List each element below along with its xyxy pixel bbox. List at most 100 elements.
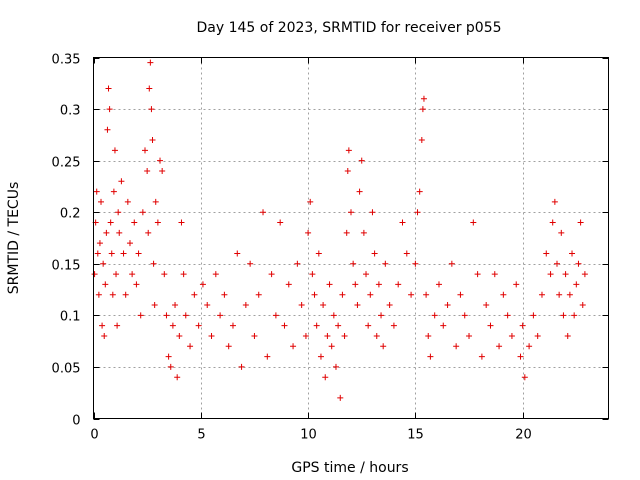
data-point — [180, 271, 187, 278]
data-point — [373, 332, 380, 339]
data-point — [403, 250, 410, 257]
y-tick-label: 0.25 — [52, 156, 81, 171]
grid-lines — [93, 57, 609, 419]
data-point — [94, 250, 101, 257]
data-point — [412, 260, 419, 267]
data-point — [427, 353, 434, 360]
data-point — [470, 219, 477, 226]
y-tick-label: 0.15 — [52, 259, 81, 274]
y-axis-label: SRMTID / TECUs — [6, 182, 22, 295]
data-point — [307, 198, 314, 205]
data-point — [337, 394, 344, 401]
data-point — [137, 312, 144, 319]
data-point — [375, 281, 382, 288]
data-point — [461, 312, 468, 319]
data-point — [581, 271, 588, 278]
data-point — [104, 126, 111, 133]
data-point — [448, 260, 455, 267]
x-tick-label: 20 — [515, 428, 532, 443]
data-point — [95, 291, 102, 298]
data-point — [352, 281, 359, 288]
data-point — [551, 198, 558, 205]
data-point — [363, 271, 370, 278]
data-point — [313, 322, 320, 329]
y-tick-label: 0.2 — [60, 207, 81, 222]
data-point — [147, 59, 154, 66]
data-point — [466, 332, 473, 339]
data-point — [225, 343, 232, 350]
data-point — [571, 312, 578, 319]
data-point — [187, 343, 194, 350]
data-point — [285, 281, 292, 288]
y-tick-label: 0.05 — [52, 362, 81, 377]
data-point — [320, 302, 327, 309]
data-point — [386, 302, 393, 309]
data-point — [217, 312, 224, 319]
data-point — [566, 291, 573, 298]
data-point — [478, 353, 485, 360]
data-point — [161, 271, 168, 278]
data-point — [344, 167, 351, 174]
data-point — [151, 302, 158, 309]
data-point — [124, 198, 131, 205]
data-point — [521, 374, 528, 381]
data-point — [530, 312, 537, 319]
data-point — [457, 291, 464, 298]
data-point — [144, 167, 151, 174]
data-point — [159, 167, 166, 174]
data-point — [129, 271, 136, 278]
data-point — [122, 291, 129, 298]
data-point — [356, 188, 363, 195]
data-point — [146, 85, 153, 92]
data-point — [538, 291, 545, 298]
data-point — [234, 250, 241, 257]
data-point — [547, 271, 554, 278]
data-point — [496, 343, 503, 350]
data-point — [408, 291, 415, 298]
data-point — [176, 332, 183, 339]
data-point — [474, 271, 481, 278]
data-point — [326, 281, 333, 288]
data-point — [378, 312, 385, 319]
data-point — [114, 322, 121, 329]
data-point — [139, 209, 146, 216]
data-point — [549, 219, 556, 226]
data-point — [126, 240, 133, 247]
data-point — [229, 322, 236, 329]
data-point — [264, 353, 271, 360]
data-point — [152, 198, 159, 205]
data-point — [103, 229, 110, 236]
data-point — [335, 322, 342, 329]
chart-title: Day 145 of 2023, SRMTID for receiver p05… — [196, 20, 501, 36]
data-point — [182, 312, 189, 319]
data-point — [157, 157, 164, 164]
data-point — [99, 322, 106, 329]
data-point — [487, 322, 494, 329]
data-point — [281, 322, 288, 329]
data-points — [91, 59, 588, 401]
tick-labels: 0 5 10 15 20 0 0.05 0.1 0.15 0.2 0.25 0.3 0.35 — [52, 53, 532, 443]
data-point — [309, 271, 316, 278]
x-tick-label: 5 — [197, 428, 205, 443]
data-point — [444, 302, 451, 309]
data-point — [425, 332, 432, 339]
data-point — [513, 281, 520, 288]
data-point — [517, 353, 524, 360]
data-point — [324, 332, 331, 339]
data-point — [154, 219, 161, 226]
data-point — [562, 271, 569, 278]
data-point — [191, 291, 198, 298]
y-tick-label: 0.35 — [52, 53, 81, 68]
data-point — [365, 322, 372, 329]
data-point — [221, 291, 228, 298]
data-point — [305, 229, 312, 236]
data-point — [399, 219, 406, 226]
data-point — [251, 332, 258, 339]
data-point — [328, 343, 335, 350]
data-point — [105, 85, 112, 92]
data-point — [577, 219, 584, 226]
data-point — [277, 219, 284, 226]
data-point — [483, 302, 490, 309]
data-point — [360, 229, 367, 236]
data-point — [554, 260, 560, 267]
